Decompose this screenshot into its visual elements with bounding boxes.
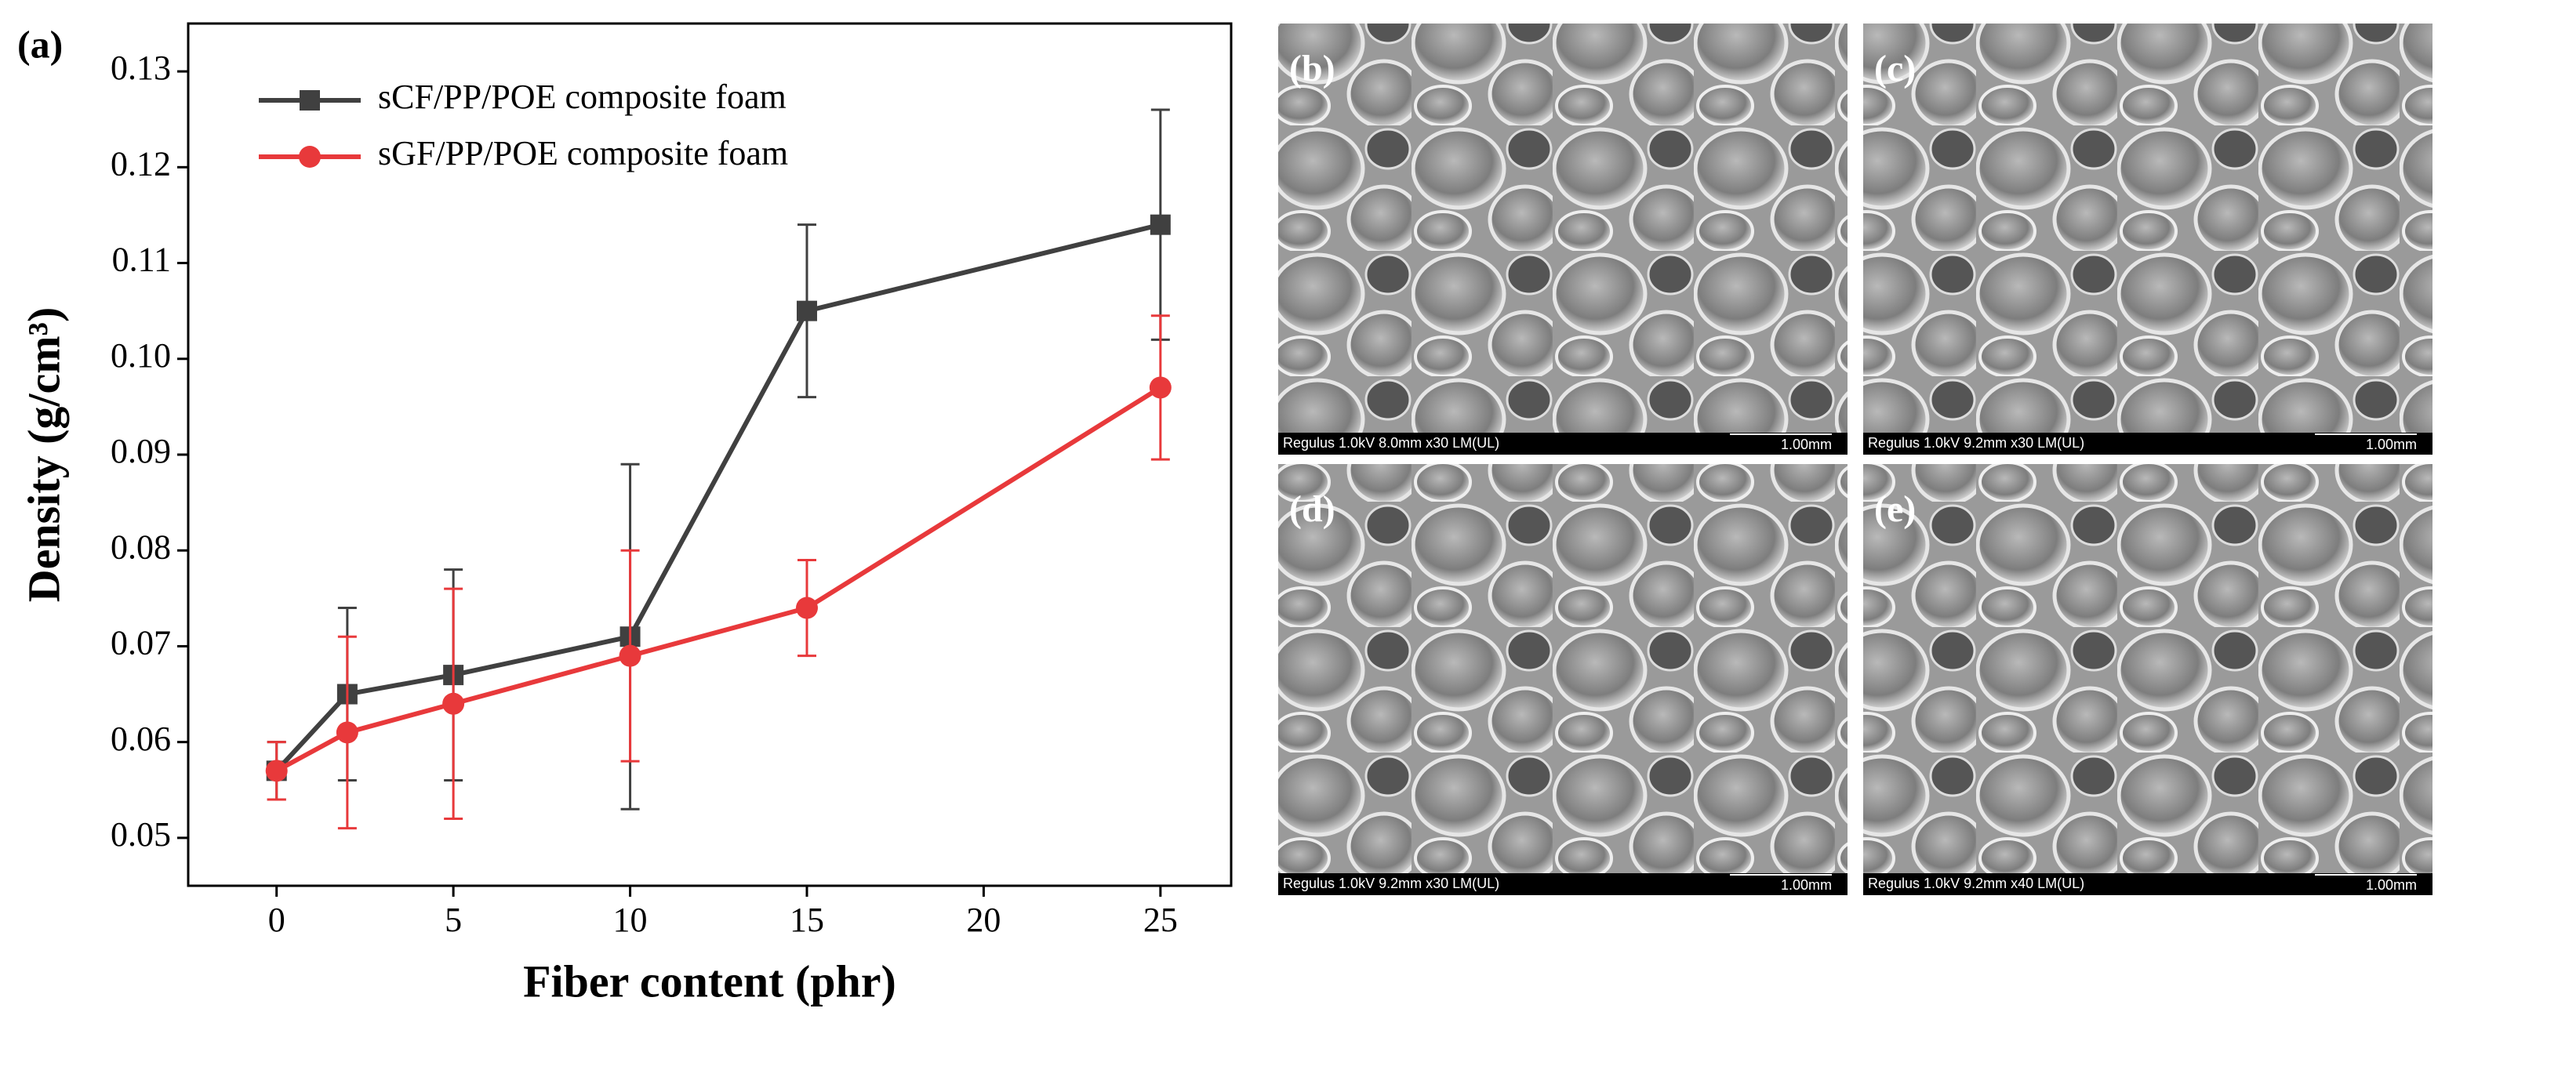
series-line bbox=[275, 385, 1162, 773]
y-axis-label: Density (g/cm³) bbox=[18, 307, 69, 603]
sem-image bbox=[1863, 464, 2432, 895]
marker bbox=[1150, 214, 1171, 235]
sem-image bbox=[1863, 24, 2432, 455]
sem-scale: 1.00mm bbox=[1781, 437, 1832, 452]
sem-scale: 1.00mm bbox=[1781, 877, 1832, 893]
x-tick-label: 20 bbox=[966, 901, 1001, 939]
marker bbox=[619, 644, 641, 667]
panel-label: (a) bbox=[17, 22, 63, 66]
x-tick-label: 5 bbox=[445, 901, 462, 939]
x-tick-label: 15 bbox=[790, 901, 824, 939]
sem-info: Regulus 1.0kV 9.2mm x40 LM(UL) bbox=[1868, 876, 2084, 891]
legend-label: sGF/PP/POE composite foam bbox=[378, 134, 788, 172]
panel-label: (c) bbox=[1874, 48, 1916, 89]
legend-label: sCF/PP/POE composite foam bbox=[378, 78, 787, 116]
info-bar bbox=[1278, 873, 1848, 895]
panel-label: (b) bbox=[1289, 48, 1335, 89]
sem-info: Regulus 1.0kV 9.2mm x30 LM(UL) bbox=[1868, 435, 2084, 451]
y-tick-label: 0.07 bbox=[111, 624, 171, 662]
y-tick-label: 0.06 bbox=[111, 720, 171, 758]
marker bbox=[336, 721, 358, 744]
info-bar bbox=[1863, 873, 2432, 895]
marker bbox=[265, 760, 288, 782]
y-tick-label: 0.11 bbox=[112, 241, 171, 279]
sem-scale: 1.00mm bbox=[2366, 437, 2417, 452]
marker bbox=[299, 146, 321, 168]
x-tick-label: 0 bbox=[268, 901, 285, 939]
sem-scale: 1.00mm bbox=[2366, 877, 2417, 893]
sem-image bbox=[1278, 464, 1848, 895]
y-tick-label: 0.12 bbox=[111, 144, 171, 183]
marker bbox=[300, 90, 320, 111]
panel-label: (e) bbox=[1874, 488, 1916, 530]
x-axis-label: Fiber content (phr) bbox=[523, 956, 896, 1006]
y-tick-label: 0.10 bbox=[111, 336, 171, 375]
marker bbox=[795, 597, 818, 619]
y-tick-label: 0.05 bbox=[111, 815, 171, 854]
info-bar bbox=[1278, 433, 1848, 455]
y-tick-label: 0.08 bbox=[111, 528, 171, 566]
y-tick-label: 0.13 bbox=[111, 49, 171, 87]
x-tick-label: 10 bbox=[613, 901, 648, 939]
sem-info: Regulus 1.0kV 9.2mm x30 LM(UL) bbox=[1283, 876, 1499, 891]
series-line bbox=[274, 222, 1161, 773]
info-bar bbox=[1863, 433, 2432, 455]
sem-image bbox=[1278, 24, 1848, 455]
marker bbox=[1149, 376, 1172, 399]
marker bbox=[442, 692, 465, 715]
sem-info: Regulus 1.0kV 8.0mm x30 LM(UL) bbox=[1283, 435, 1499, 451]
x-tick-label: 25 bbox=[1143, 901, 1178, 939]
marker bbox=[796, 300, 817, 321]
panel-label: (d) bbox=[1289, 488, 1335, 530]
y-tick-label: 0.09 bbox=[111, 432, 171, 470]
